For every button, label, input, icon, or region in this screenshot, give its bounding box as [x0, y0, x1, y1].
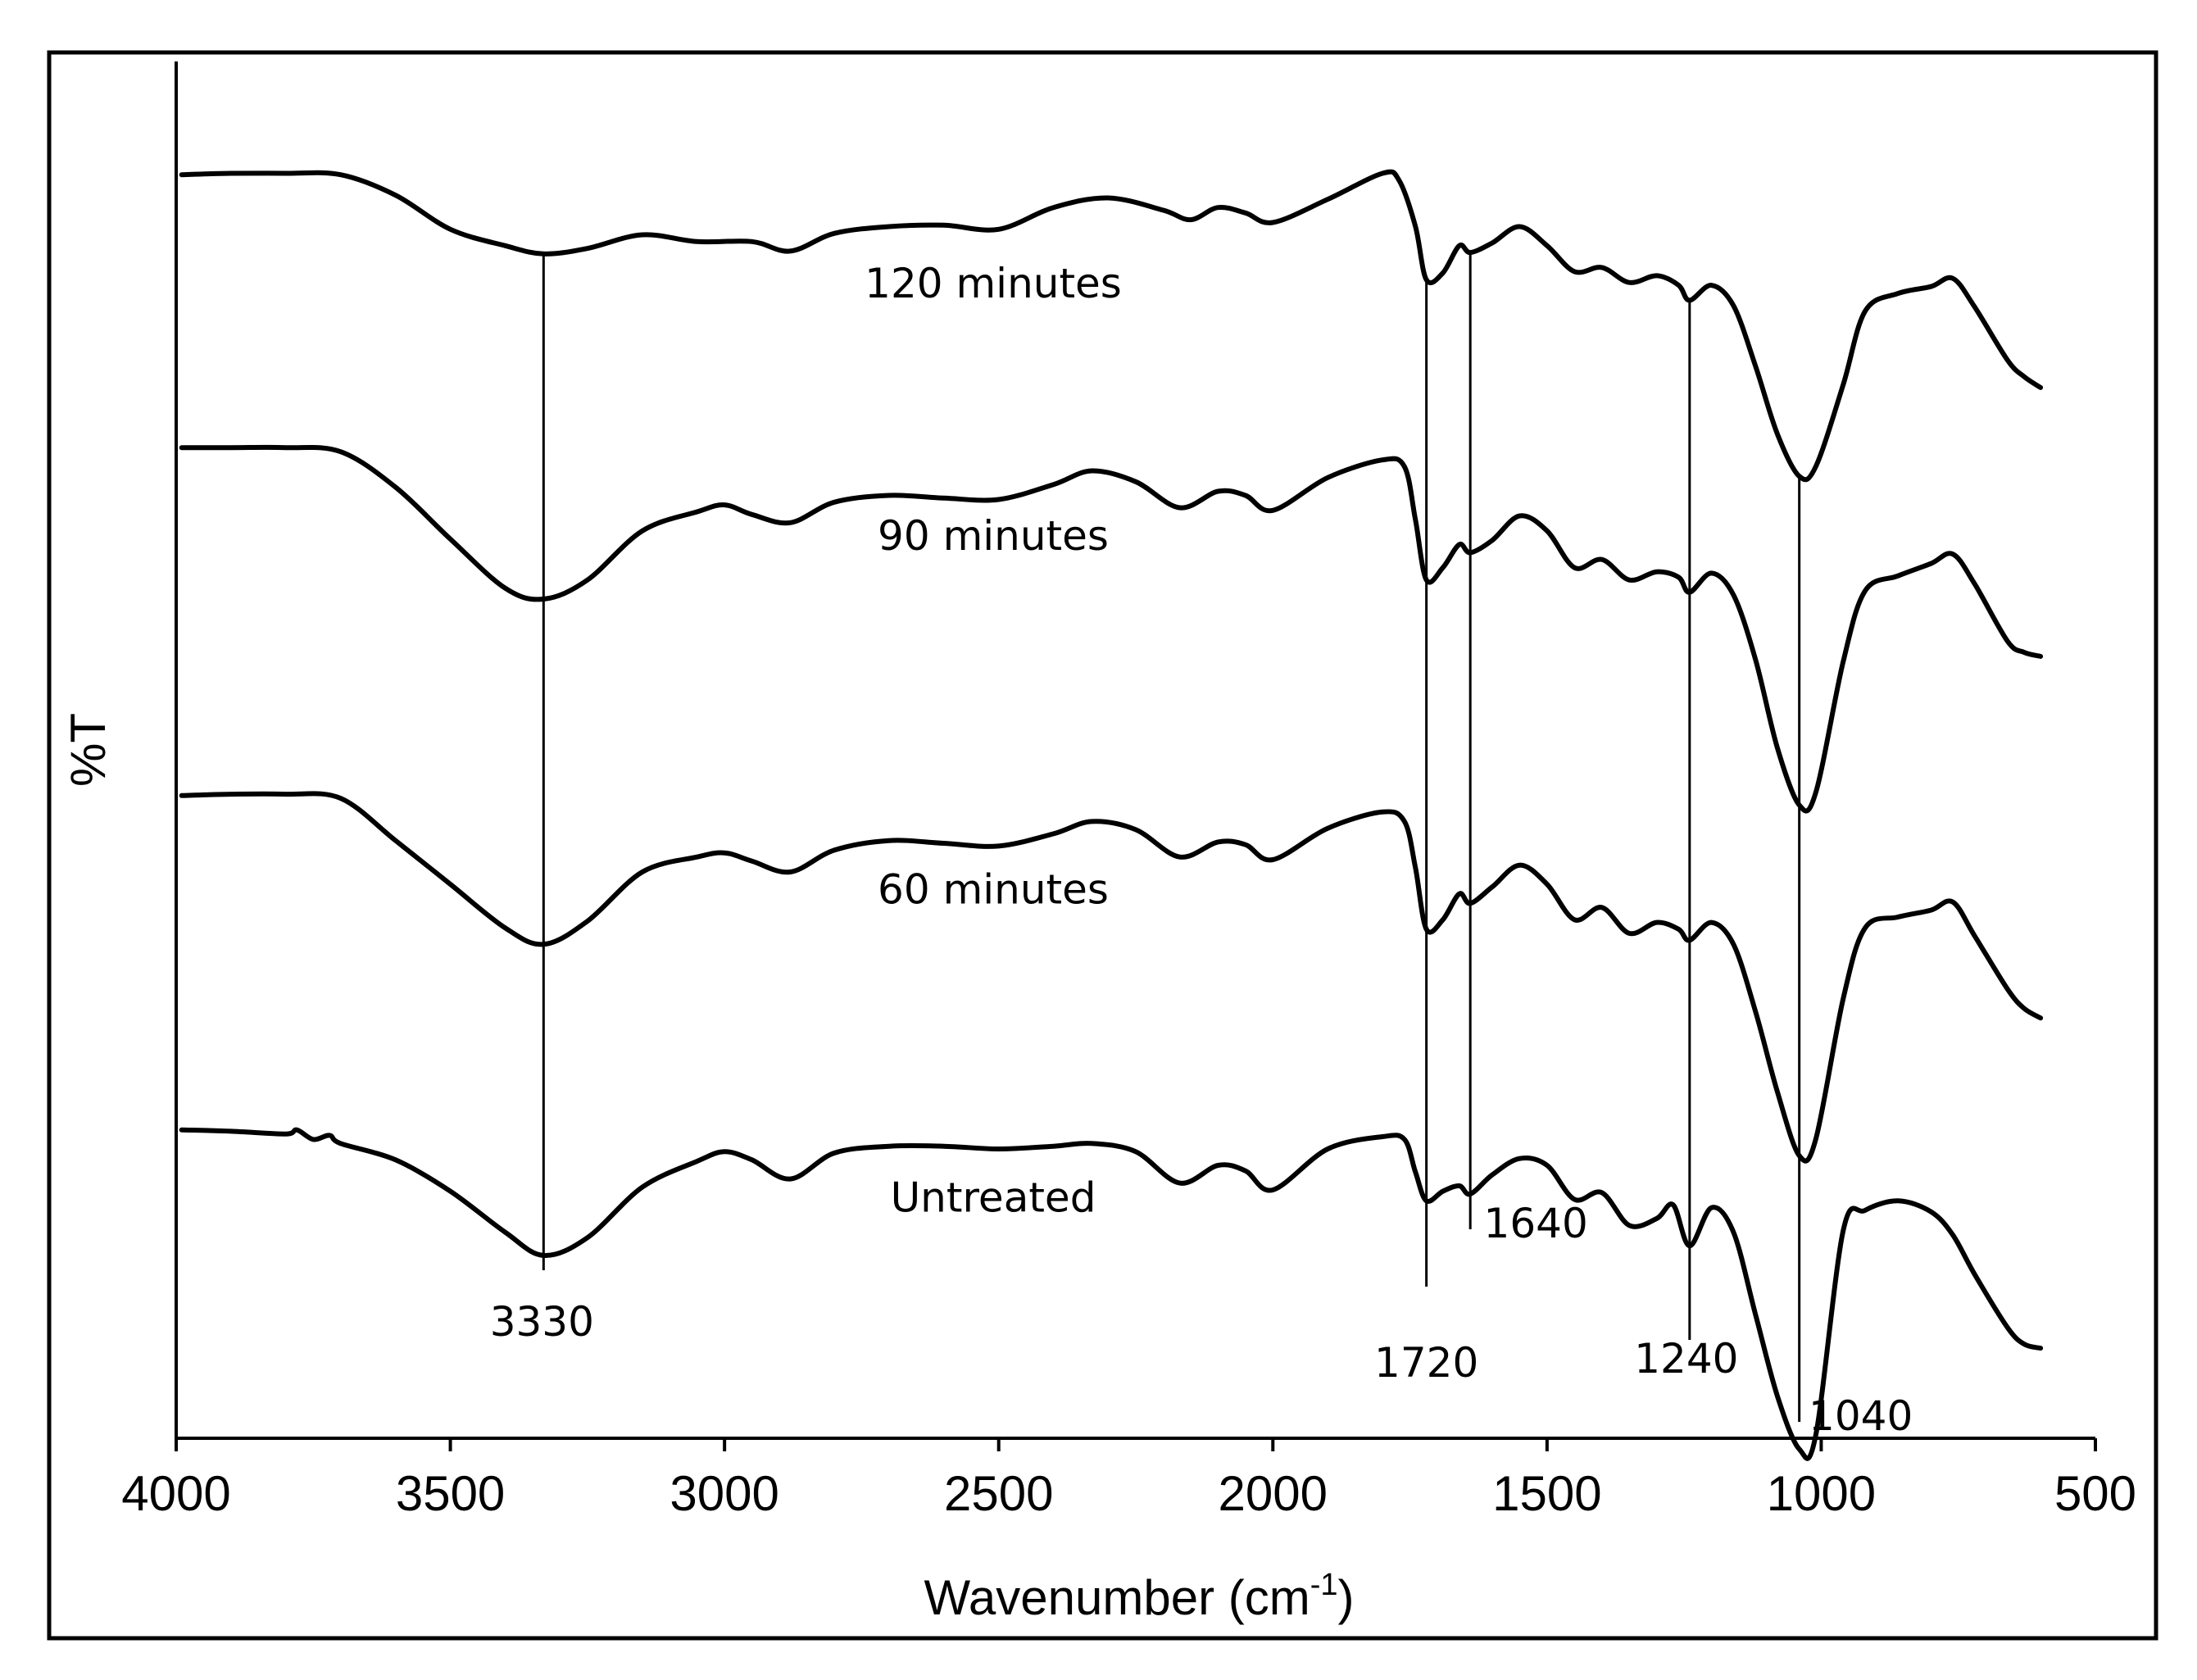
x-axis-title-close: ) — [1338, 1570, 1355, 1625]
x-axis-title-superscript: -1 — [1310, 1568, 1338, 1602]
series-line — [179, 444, 2044, 814]
x-tick-label: 2000 — [1219, 1466, 1328, 1521]
peak-label: 3330 — [490, 1298, 594, 1346]
x-tick-label: 3500 — [396, 1466, 505, 1521]
peak-label: 1240 — [1634, 1335, 1738, 1383]
series-label: Untreated — [891, 1174, 1096, 1222]
x-tick-label: 500 — [2054, 1466, 2136, 1521]
plot-area: 4000 3500 3000 2500 2000 1500 1000 500 3330 1720 1… — [121, 61, 2136, 1521]
series-label: 60 minutes — [878, 865, 1109, 913]
series-line — [179, 791, 2044, 1164]
series-label: 120 minutes — [865, 260, 1122, 307]
peak-label: 1720 — [1374, 1339, 1478, 1387]
chart-frame — [47, 50, 2158, 1641]
x-axis-title: Wavenumber (cm-1) — [924, 1568, 1355, 1625]
x-tick-label: 3000 — [670, 1466, 778, 1521]
peak-label: 1640 — [1484, 1200, 1588, 1247]
x-axis-title-main: Wavenumber (cm — [924, 1570, 1310, 1625]
x-tick-label: 4000 — [121, 1466, 230, 1521]
peak-label: 1040 — [1809, 1392, 1913, 1440]
series-line — [179, 169, 2044, 483]
x-tick-label: 2500 — [944, 1466, 1053, 1521]
x-tick-label: 1000 — [1767, 1466, 1876, 1521]
series-line — [179, 1127, 2044, 1461]
y-axis-title: %T — [61, 713, 116, 787]
series-label: 90 minutes — [878, 512, 1109, 560]
x-tick-label: 1500 — [1492, 1466, 1601, 1521]
